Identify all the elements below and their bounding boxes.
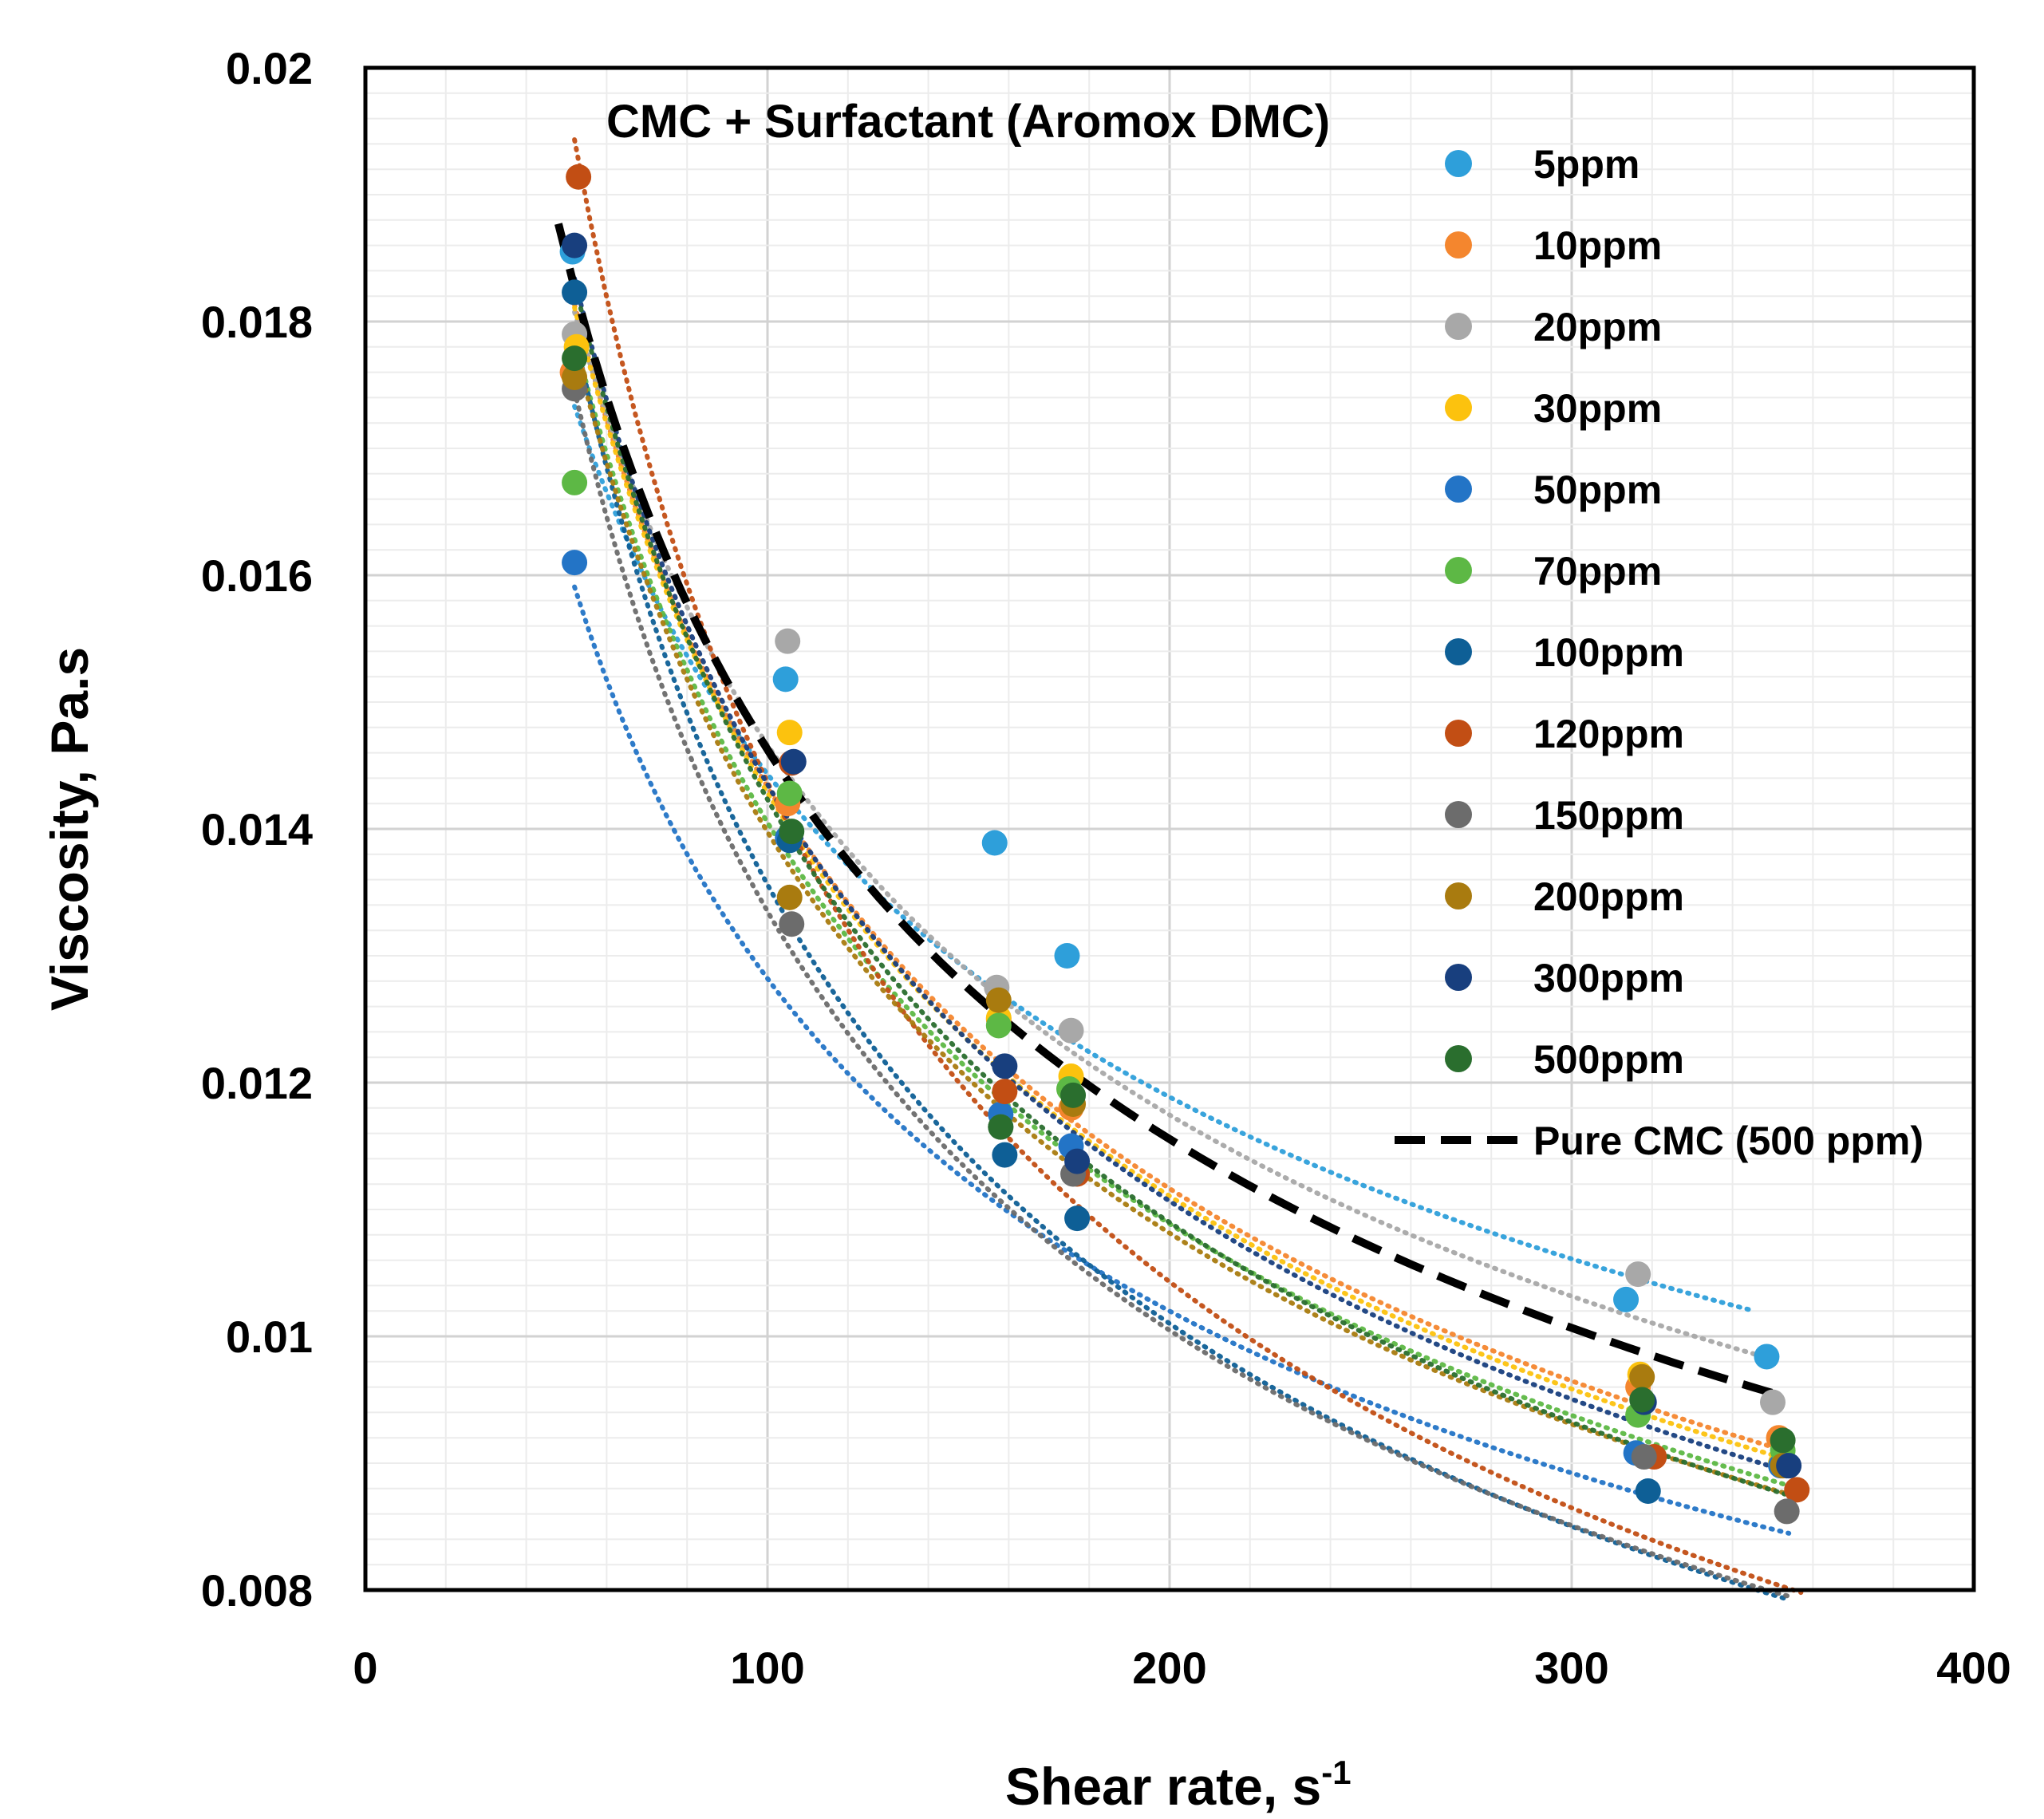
data-point (1770, 1427, 1796, 1454)
data-point (992, 1142, 1018, 1168)
legend-label: 200ppm (1533, 874, 1684, 919)
plot-area-frame (363, 65, 1976, 1592)
legend-label: 150ppm (1533, 793, 1684, 838)
legend-label: 100ppm (1533, 630, 1684, 675)
data-point (562, 345, 588, 372)
data-point (992, 1053, 1018, 1079)
data-point (1625, 1261, 1651, 1288)
legend-label: 50ppm (1533, 468, 1662, 512)
data-point (988, 1114, 1014, 1140)
trendline (572, 404, 1755, 1313)
reference-line (554, 223, 1782, 1399)
trendline (572, 137, 1804, 1596)
data-point (1058, 1017, 1084, 1044)
data-point (1629, 1363, 1655, 1390)
legend-marker (1445, 475, 1472, 503)
data-point (1635, 1478, 1661, 1504)
chart-title: CMC + Surfactant (Aromox DMC) (606, 96, 1330, 148)
data-point (562, 469, 588, 495)
data-point (985, 987, 1012, 1013)
data-point (981, 830, 1008, 856)
data-point (562, 364, 588, 390)
data-points (559, 164, 1810, 1525)
legend-marker (1445, 231, 1472, 258)
data-point (772, 666, 799, 692)
x-axis-title-text: Shear rate, s (1005, 1757, 1321, 1816)
legend-marker (1445, 394, 1472, 421)
y-tick-label: 0.01 (226, 1312, 313, 1362)
legend-marker (1445, 557, 1472, 584)
x-tick-label: 300 (1534, 1643, 1608, 1693)
data-point (1054, 943, 1080, 969)
trendline (572, 388, 1792, 1599)
gridlines (365, 68, 1974, 1590)
trendline (572, 280, 1788, 1497)
data-point (775, 628, 801, 654)
legend-marker (1445, 313, 1472, 340)
legend-label: 5ppm (1533, 142, 1640, 187)
data-point (1776, 1453, 1802, 1479)
x-axis-title-superscript: -1 (1321, 1754, 1351, 1791)
data-point (1060, 1082, 1087, 1108)
data-point (985, 1012, 1012, 1039)
y-tick-label: 0.012 (201, 1058, 313, 1108)
data-point (776, 884, 803, 910)
y-axis-title: Viscosity, Pa.s (40, 647, 99, 1011)
x-tick-label: 400 (1936, 1643, 2010, 1693)
y-tick-label: 0.016 (201, 550, 313, 601)
y-tick-label: 0.008 (201, 1565, 313, 1616)
y-tick-label: 0.018 (201, 297, 313, 347)
legend-marker (1445, 150, 1472, 177)
legend-marker (1445, 720, 1472, 747)
data-point (780, 748, 807, 775)
legend-marker (1445, 801, 1472, 828)
data-point (1760, 1389, 1786, 1415)
legend-label: Pure CMC (500 ppm) (1533, 1119, 1924, 1163)
legend-label: 30ppm (1533, 386, 1662, 431)
data-point (1629, 1387, 1655, 1413)
data-point (566, 164, 592, 190)
x-tick-label: 200 (1132, 1643, 1206, 1693)
x-axis-title: Shear rate, s-1 (1005, 1754, 1351, 1816)
legend-marker (1445, 638, 1472, 665)
data-point (1064, 1205, 1091, 1232)
x-axis-ticks: 0 100 200 300 400 (353, 1643, 2010, 1693)
y-tick-label: 0.02 (226, 43, 313, 93)
legend-label: 500ppm (1533, 1037, 1684, 1082)
data-point (1613, 1286, 1640, 1312)
legend-marker (1445, 964, 1472, 991)
legend-label: 20ppm (1533, 305, 1662, 349)
data-point (1784, 1477, 1810, 1503)
legend-marker (1445, 1045, 1472, 1072)
legend-label: 70ppm (1533, 549, 1662, 594)
trendline (572, 335, 1788, 1487)
data-point (562, 279, 588, 306)
data-point (562, 232, 588, 258)
legend-label: 120ppm (1533, 712, 1684, 756)
data-point (776, 720, 803, 746)
data-point (1774, 1498, 1800, 1525)
data-point (562, 550, 588, 576)
legend-label: 10ppm (1533, 223, 1662, 268)
trendline (572, 584, 1792, 1536)
data-point (776, 780, 803, 807)
data-point (992, 1079, 1018, 1105)
data-point (1064, 1148, 1091, 1174)
legend-label: 300ppm (1533, 956, 1684, 1000)
data-point (779, 911, 805, 937)
trendline (572, 331, 1792, 1603)
data-point (779, 819, 805, 845)
data-point (1631, 1444, 1657, 1470)
y-axis-ticks: 0.008 0.01 0.012 0.014 0.016 0.018 0.02 (201, 43, 313, 1616)
legend: 5ppm 10ppm 20ppm 30ppm 50ppm 70ppm 100ppm 120pp… (1395, 142, 1924, 1163)
legend-marker (1445, 882, 1472, 910)
x-tick-label: 100 (730, 1643, 804, 1693)
y-tick-label: 0.014 (201, 804, 313, 854)
x-tick-label: 0 (353, 1643, 377, 1693)
data-point (1754, 1344, 1780, 1370)
